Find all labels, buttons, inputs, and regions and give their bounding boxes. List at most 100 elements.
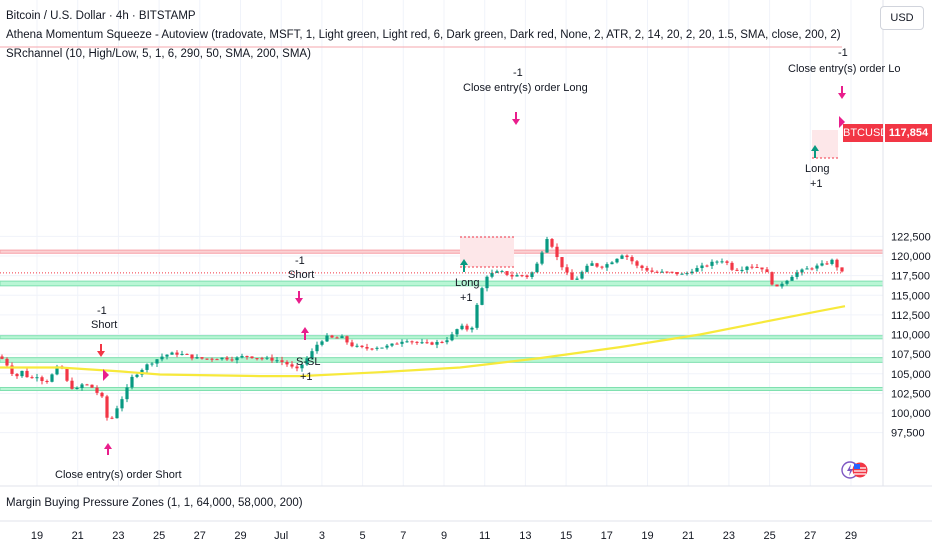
short-b-label: Short xyxy=(288,269,315,281)
candle xyxy=(445,337,449,345)
long-b-qty: +1 xyxy=(810,178,823,190)
candle xyxy=(700,262,704,272)
candle xyxy=(830,258,834,266)
candle xyxy=(275,357,279,363)
candle xyxy=(330,334,334,339)
candle xyxy=(515,273,519,277)
candle xyxy=(820,260,824,267)
time-axis[interactable]: 19 21 23 25 27 29 Jul 3 5 7 9 11 13 15 17 19 21 23 25 27 29 xyxy=(31,530,857,542)
candle xyxy=(25,368,29,378)
long-a-box xyxy=(460,237,514,267)
candle xyxy=(165,354,169,360)
candle xyxy=(780,281,784,289)
candle xyxy=(190,354,194,361)
candle xyxy=(810,267,814,271)
candle xyxy=(765,267,769,273)
price-axis[interactable]: 97,500 100,000 102,500 105,000 107,500 110,00… xyxy=(891,231,931,439)
candle xyxy=(690,268,694,275)
candle xyxy=(300,364,304,372)
candle xyxy=(815,263,819,272)
candle xyxy=(105,394,109,421)
candle xyxy=(15,372,19,379)
candle xyxy=(490,269,494,279)
candle xyxy=(695,265,699,272)
candle xyxy=(375,346,379,351)
indicator-legend-squeeze[interactable]: Athena Momentum Squeeze - Autoview (trad… xyxy=(6,29,841,41)
candle xyxy=(145,363,149,374)
candle xyxy=(200,356,204,360)
short-a-arrow-icon xyxy=(97,344,105,357)
candle xyxy=(225,355,229,361)
candle xyxy=(285,360,289,367)
candle xyxy=(575,276,579,281)
long-b-label: Long xyxy=(805,163,830,175)
candle xyxy=(335,336,339,339)
y-tick-label: 102,500 xyxy=(891,388,931,400)
indicator-legend-srchannel[interactable]: SRchannel (10, High/Low, 5, 1, 6, 290, 5… xyxy=(6,48,311,60)
candle xyxy=(30,375,34,379)
candles xyxy=(0,236,844,421)
candle xyxy=(435,339,439,349)
alert-flag-icon[interactable] xyxy=(840,459,868,481)
candle xyxy=(485,275,489,292)
candle xyxy=(640,264,644,271)
candle xyxy=(650,267,654,273)
candle xyxy=(465,323,469,332)
candle xyxy=(315,341,319,354)
candle xyxy=(230,356,234,362)
candle xyxy=(825,261,829,266)
candle xyxy=(775,284,779,287)
x-tick-label: 25 xyxy=(763,530,775,542)
short-b-qty: -1 xyxy=(295,255,305,267)
candle xyxy=(560,257,564,271)
candle xyxy=(455,328,459,337)
close-long-mid-label: Close entry(s) order Long xyxy=(463,82,588,94)
candle xyxy=(625,254,629,260)
candle xyxy=(270,354,274,363)
candle xyxy=(615,258,619,264)
candle xyxy=(110,416,114,420)
x-tick-label: 19 xyxy=(641,530,653,542)
candle xyxy=(745,265,749,274)
candle xyxy=(730,261,734,272)
x-tick-label: 27 xyxy=(194,530,206,542)
support-zone xyxy=(0,280,884,287)
candle xyxy=(645,265,649,273)
candle xyxy=(440,340,444,344)
chart-title: Bitcoin / U.S. Dollar · 4h · BITSTAMP xyxy=(6,10,196,22)
candle xyxy=(130,374,134,390)
candle xyxy=(160,353,164,362)
candle xyxy=(355,343,359,348)
x-tick-label: 21 xyxy=(72,530,84,542)
candle xyxy=(115,405,119,419)
candle xyxy=(400,339,404,347)
candle xyxy=(835,258,839,271)
candle xyxy=(410,340,414,345)
ssl-arrow-icon xyxy=(301,327,309,340)
candle xyxy=(750,264,754,270)
y-tick-label: 122,500 xyxy=(891,231,931,243)
candle xyxy=(425,339,429,344)
candle xyxy=(40,375,44,385)
pane2-indicator-legend[interactable]: Margin Buying Pressure Zones (1, 1, 64,0… xyxy=(6,497,303,509)
candle xyxy=(10,362,14,377)
candle xyxy=(80,382,84,391)
candle xyxy=(805,265,809,270)
sma-200-line xyxy=(0,305,846,378)
candle xyxy=(430,341,434,346)
currency-button[interactable]: USD xyxy=(880,6,924,30)
x-tick-label: 15 xyxy=(560,530,572,542)
candle xyxy=(550,237,554,249)
x-tick-label: 5 xyxy=(360,530,366,542)
ssl-qty: +1 xyxy=(300,371,313,383)
candle xyxy=(150,362,154,367)
candle xyxy=(740,266,744,273)
long-b-box xyxy=(812,130,838,158)
x-tick-label: 23 xyxy=(112,530,124,542)
candle xyxy=(5,357,9,368)
candle xyxy=(605,262,609,271)
candle xyxy=(620,254,624,260)
candle xyxy=(585,263,589,273)
long-a-arrow-icon xyxy=(460,259,468,272)
